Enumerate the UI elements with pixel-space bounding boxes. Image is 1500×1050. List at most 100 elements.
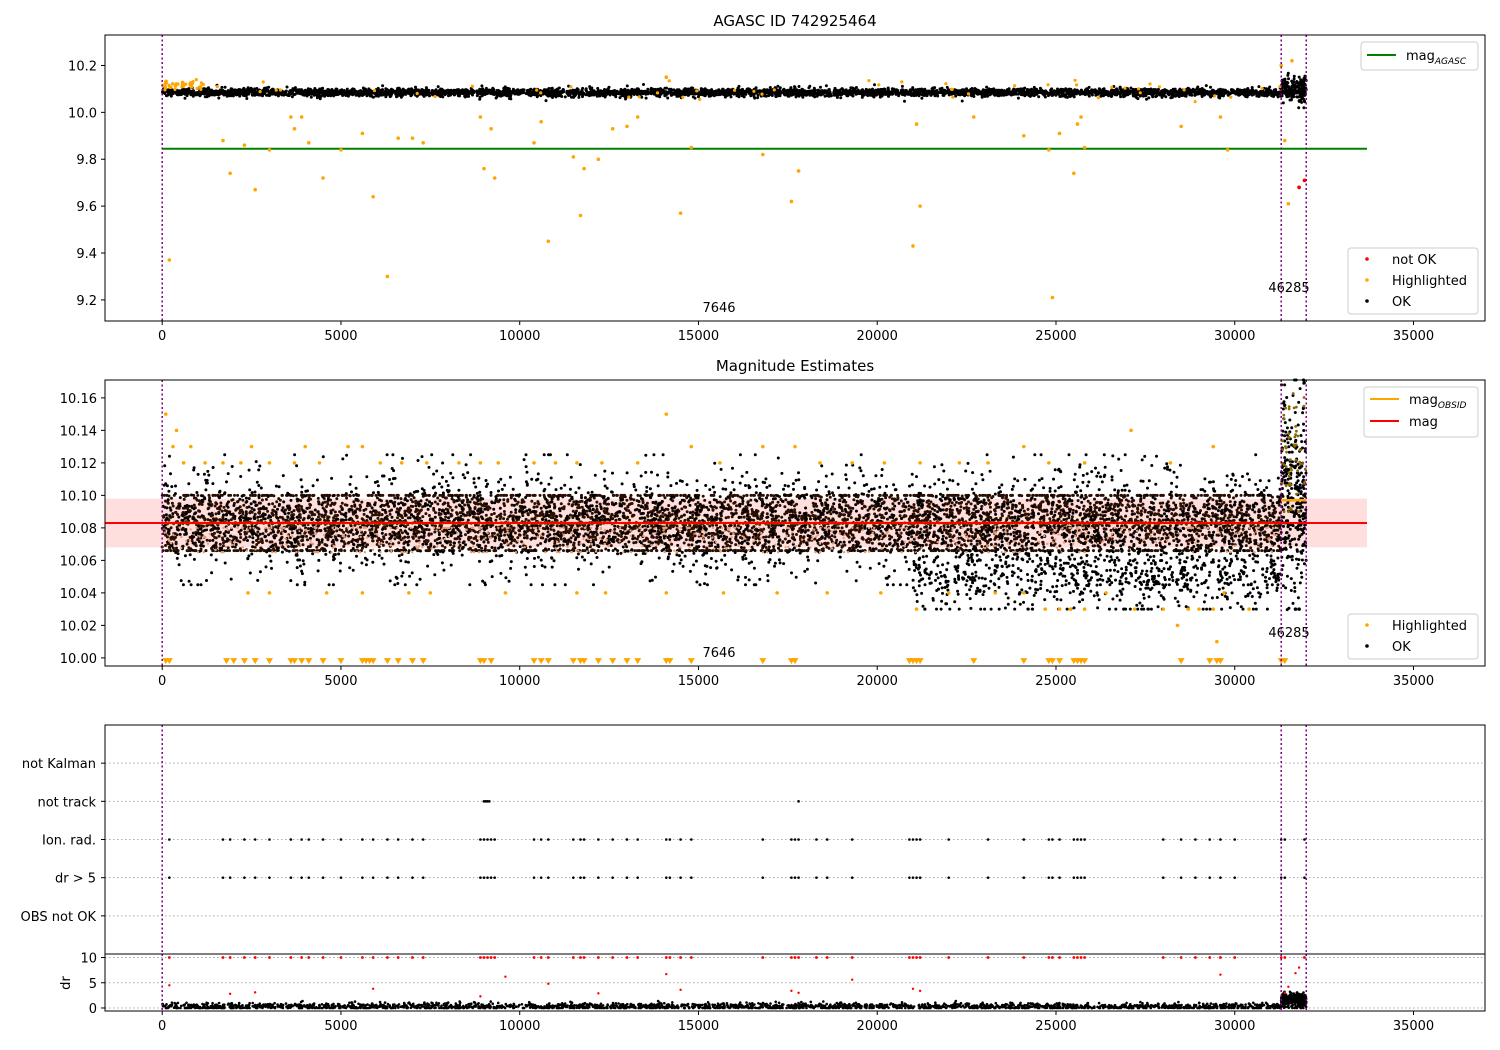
ok-point [754, 86, 758, 90]
ok-point [532, 93, 536, 97]
ok-point [231, 91, 235, 94]
ok-point [1109, 89, 1113, 93]
ok-point [690, 92, 694, 96]
highlighted-point [582, 166, 586, 171]
ok-point [621, 93, 625, 97]
ok-point [830, 534, 834, 538]
ok-point [825, 91, 829, 95]
ok-point [526, 88, 529, 92]
highlighted-point [1057, 131, 1062, 136]
ok-point [1051, 91, 1055, 95]
ok-point [439, 92, 443, 96]
ok-point [278, 92, 282, 96]
ok-point [307, 91, 311, 95]
highlighted-point [433, 94, 437, 99]
ok-point [288, 91, 292, 95]
ok-point [1154, 95, 1158, 99]
ok-point [938, 90, 942, 94]
ok-point [1262, 91, 1266, 95]
agasc-xtick-label: 35000 [1393, 329, 1434, 344]
ok-point [1290, 89, 1294, 93]
ok-point [922, 91, 926, 95]
ok-point [214, 89, 218, 93]
ok-point [1289, 98, 1293, 102]
ok-point [845, 91, 849, 95]
ok-point [1105, 91, 1109, 95]
ok-point [1226, 93, 1230, 97]
ok-point [1143, 91, 1147, 95]
ok-point [1195, 87, 1199, 91]
highlighted-point [1075, 122, 1080, 126]
ok-point [1218, 89, 1222, 93]
highlighted-point [1179, 124, 1183, 129]
ok-point [573, 89, 577, 93]
ok-point [340, 89, 344, 93]
highlighted-point [410, 136, 415, 140]
highlighted-point [278, 88, 283, 92]
ok-point [947, 92, 951, 95]
ok-point [973, 87, 977, 90]
highlighted-point [637, 95, 641, 99]
ok-point [220, 85, 224, 89]
highlighted-point [1286, 201, 1291, 206]
ok-point [960, 99, 964, 103]
ok-point [520, 88, 523, 92]
ok-point [205, 88, 209, 92]
highlighted-point [261, 80, 265, 84]
ok-point [1079, 90, 1083, 94]
ok-point [425, 92, 429, 96]
agasc-legend-highlighted-marker [1365, 278, 1369, 282]
ok-point [551, 92, 555, 95]
highlighted-point [1047, 148, 1051, 152]
ok-point [776, 84, 780, 88]
ok-point [667, 504, 671, 507]
ok-point [478, 97, 482, 101]
ok-point [881, 90, 885, 94]
ok-point [481, 91, 485, 95]
ok-point [979, 90, 983, 94]
ok-point [550, 87, 553, 90]
ok-point [223, 85, 227, 89]
ok-point [1107, 94, 1111, 98]
ok-point [717, 91, 720, 95]
ok-point [436, 85, 440, 89]
ok-point [580, 89, 584, 93]
ok-point [354, 90, 358, 94]
ok-point [684, 90, 687, 94]
ok-point [920, 96, 924, 100]
ok-point [703, 498, 707, 502]
ok-point [690, 86, 693, 90]
ok-point [524, 517, 528, 521]
not-ok-point [1297, 185, 1301, 190]
ok-point [801, 95, 805, 99]
ok-point [1302, 84, 1306, 88]
ok-point [186, 91, 190, 95]
ok-point [873, 83, 876, 87]
ok-point [360, 94, 364, 97]
ok-point [1164, 95, 1168, 99]
highlighted-point [681, 95, 685, 99]
ok-point [725, 88, 729, 92]
ok-point [444, 91, 448, 95]
ok-point [570, 95, 573, 99]
ok-point [665, 86, 668, 90]
ok-point [1184, 94, 1188, 98]
highlighted-point [1193, 100, 1197, 104]
ok-point [1147, 96, 1151, 100]
ok-point [864, 91, 868, 95]
ok-point [1129, 86, 1133, 90]
highlighted-point [695, 89, 699, 93]
ok-point [380, 89, 384, 93]
highlighted-point [546, 239, 551, 244]
ok-point [767, 94, 771, 98]
highlighted-point [950, 87, 954, 91]
ok-point [992, 87, 996, 91]
ok-point [764, 89, 768, 93]
agasc-ytick-label: 9.2 [76, 294, 97, 309]
ok-point [180, 90, 184, 94]
ok-point [660, 89, 664, 93]
ok-point [369, 89, 373, 93]
ok-point [535, 95, 539, 99]
ok-point [608, 93, 612, 97]
ok-point [376, 93, 379, 97]
